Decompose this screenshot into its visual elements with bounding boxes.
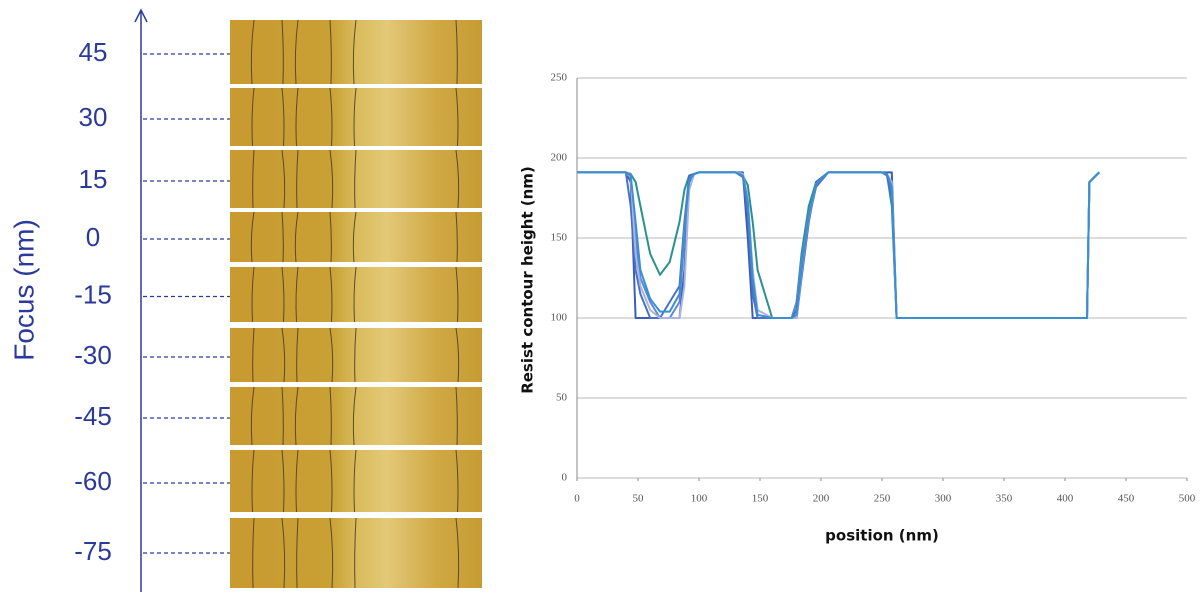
resist-image [230,328,482,382]
x-tick-label: 350 [996,493,1013,505]
y-tick-label: 250 [551,72,568,84]
focus-level: 30 [79,102,108,132]
focus-level: 45 [79,37,108,67]
image-bg [230,20,482,84]
focus-level: -30 [74,340,112,370]
x-tick-label: 150 [752,493,769,505]
image-bg [230,450,482,512]
x-tick-label: 200 [813,493,830,505]
resist-image [230,150,482,208]
focus-level: -60 [74,466,112,496]
series-line [577,172,1099,318]
x-axis-label: position (nm) [825,527,939,545]
x-tick-label: 100 [691,493,708,505]
image-bg [230,328,482,382]
image-bg [230,518,482,588]
resist-image [230,267,482,322]
image-bg [230,212,482,262]
resist-image [230,20,482,84]
figure: Focus (nm) 4530150-15-30-45-60-75 Resist… [0,0,1200,594]
y-tick-label: 50 [556,392,568,404]
y-tick-label: 150 [551,232,568,244]
x-tick-label: 300 [935,493,952,505]
resist-image [230,518,482,588]
series-line [577,172,1099,318]
focus-level: 0 [86,222,100,252]
x-tick-label: 50 [633,493,645,505]
image-bg [230,150,482,208]
focus-level: -45 [74,401,112,431]
resist-image [230,387,482,445]
x-tick-label: 400 [1057,493,1074,505]
y-tick-label: 200 [551,152,568,164]
focus-panel: Focus (nm) 45 30 15 0 -15 -30 -45 -60 -75 [8,10,482,592]
series-line [577,172,1099,318]
x-tick-label: 250 [874,493,891,505]
image-bg [230,387,482,445]
x-tick-label: 0 [574,493,580,505]
series-line [577,172,1099,318]
image-bg [230,88,482,146]
y-tick-label: 100 [551,312,568,324]
series-line [577,172,1099,318]
series-line [577,172,1099,318]
y-axis-label: Resist contour height (nm) [519,166,537,394]
focus-level: 15 [79,164,108,194]
y-tick-label: 0 [562,472,568,484]
x-tick-label: 450 [1118,493,1135,505]
x-tick-label: 500 [1179,493,1196,505]
resist-image [230,450,482,512]
image-bg [230,267,482,322]
chart: Resist contour height (nm) position (nm)… [519,72,1196,545]
focus-level: -75 [74,536,112,566]
focus-level: -15 [74,279,112,309]
resist-image [230,212,482,262]
focus-axis-label: Focus (nm) [8,219,39,361]
resist-image [230,88,482,146]
